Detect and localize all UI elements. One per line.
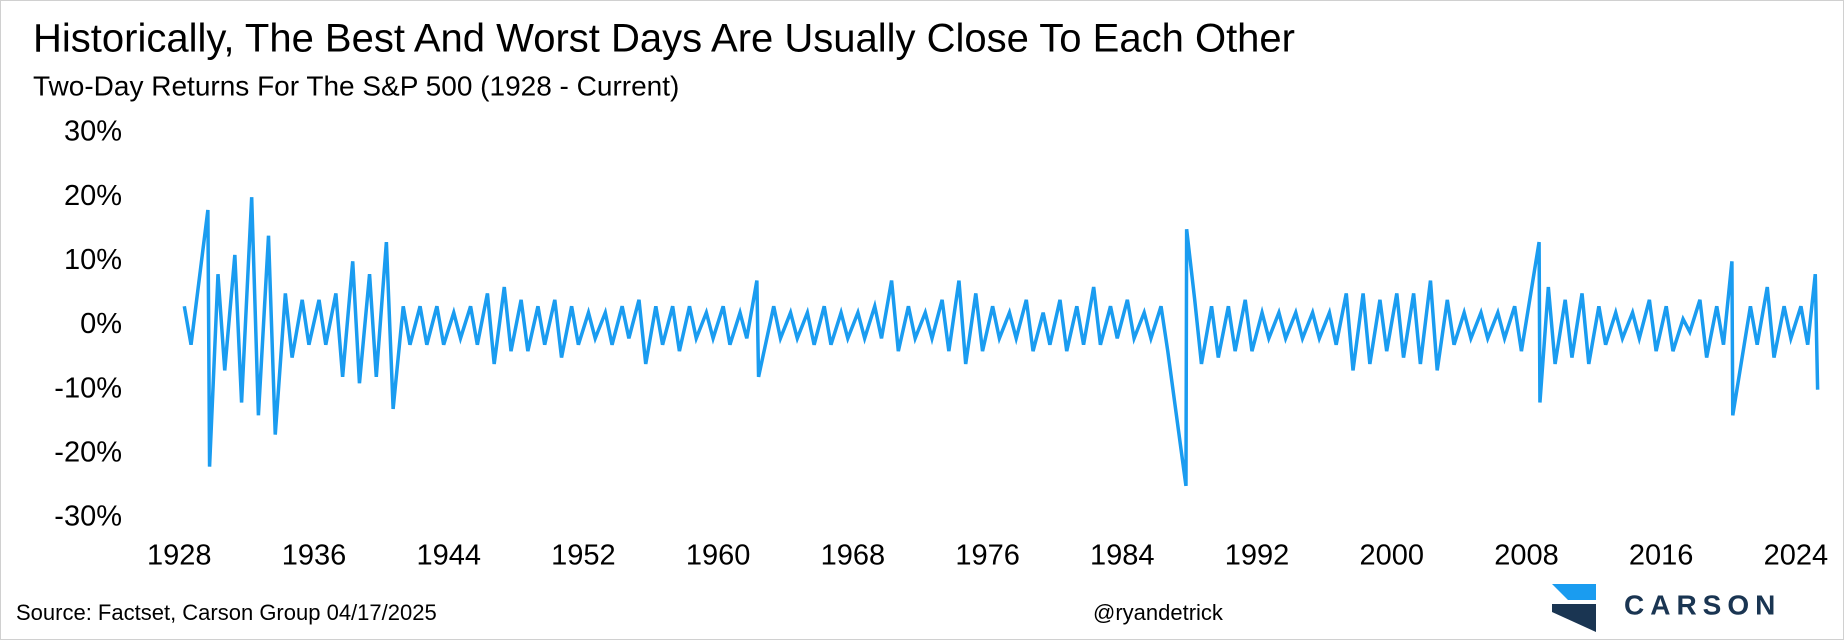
- x-tick-label: 1928: [147, 540, 212, 572]
- chart-title: Historically, The Best And Worst Days Ar…: [33, 17, 1295, 61]
- x-tick-label: 1976: [955, 540, 1020, 572]
- x-tick-label: 2016: [1629, 540, 1694, 572]
- chart-subtitle: Two-Day Returns For The S&P 500 (1928 - …: [33, 70, 679, 101]
- y-tick-label: 0%: [80, 308, 122, 340]
- y-tick-label: 20%: [64, 180, 122, 212]
- x-tick-label: 2000: [1359, 540, 1424, 572]
- y-tick-label: 30%: [64, 116, 122, 148]
- y-tick-label: -20%: [54, 436, 122, 468]
- x-tick-label: 2024: [1764, 540, 1829, 572]
- x-tick-label: 1984: [1090, 540, 1155, 572]
- x-tick-label: 1968: [821, 540, 886, 572]
- logo-mark: [1552, 604, 1596, 632]
- x-tick-label: 1944: [416, 540, 481, 572]
- x-tick-label: 1960: [686, 540, 751, 572]
- y-tick-label: 10%: [64, 244, 122, 276]
- source: Source: Factset, Carson Group 04/17/2025: [16, 600, 437, 625]
- x-tick-label: 1936: [282, 540, 347, 572]
- x-tick-label: 1952: [551, 540, 616, 572]
- y-tick-label: -10%: [54, 372, 122, 404]
- logo-text: CARSON: [1624, 589, 1781, 620]
- y-tick-label: -30%: [54, 501, 122, 533]
- series-line: [182, 197, 1820, 487]
- logo-mark: [1552, 584, 1596, 600]
- x-tick-label: 1992: [1225, 540, 1290, 572]
- logo: CARSON: [1552, 584, 1781, 632]
- handle: @ryandetrick: [1093, 600, 1224, 625]
- x-tick-label: 2008: [1494, 540, 1559, 572]
